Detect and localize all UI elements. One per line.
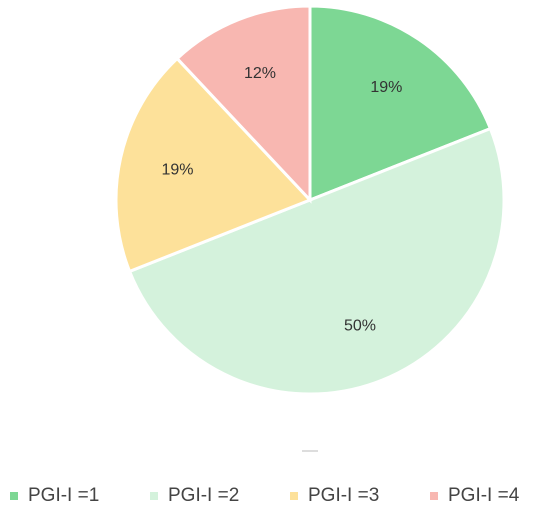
legend-label: PGI-I =2 <box>168 485 239 506</box>
pie-slice <box>127 126 506 396</box>
legend-label: PGI-I =1 <box>28 485 99 506</box>
legend-label: PGI-I =3 <box>308 485 379 506</box>
legend-label: PGI-I =4 <box>448 485 520 506</box>
value-label: 19% <box>370 79 402 96</box>
value-label: 50% <box>344 317 376 334</box>
legend-swatch <box>150 492 158 500</box>
value-label: 19% <box>161 162 193 179</box>
legend-swatch <box>10 492 18 500</box>
legend-swatch <box>290 492 298 500</box>
pie-slice <box>175 4 312 204</box>
pie-slice <box>114 56 313 274</box>
value-label: 12% <box>244 65 276 82</box>
legend-swatch <box>430 492 438 500</box>
pie-slice <box>308 4 493 203</box>
